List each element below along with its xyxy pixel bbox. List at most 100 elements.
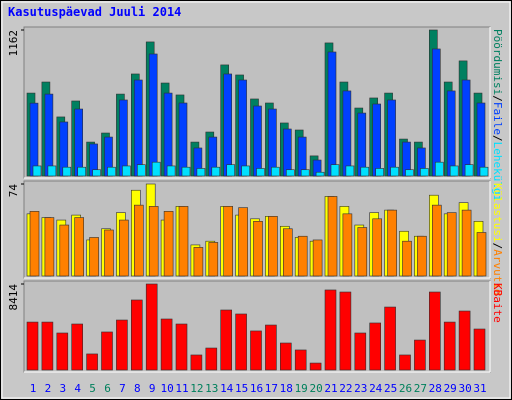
bar — [86, 353, 98, 371]
bar — [151, 161, 161, 177]
bar — [327, 196, 338, 277]
bar — [134, 79, 143, 177]
bar — [428, 291, 441, 371]
bar — [178, 102, 188, 177]
x-tick-label: 30 — [458, 382, 471, 395]
bar — [294, 349, 307, 371]
bar — [74, 108, 83, 177]
bar — [265, 324, 277, 371]
x-tick-label: 10 — [160, 382, 173, 395]
legend-separator: / — [491, 95, 504, 102]
bar — [253, 105, 262, 177]
bar — [131, 299, 143, 371]
bar — [476, 232, 487, 277]
bar — [414, 339, 426, 371]
bar — [271, 166, 280, 177]
bar — [47, 165, 57, 177]
legend-entry: Lehekülgi — [491, 142, 504, 202]
x-tick-label: 7 — [119, 382, 126, 395]
bar — [226, 164, 235, 177]
legend: Külastusi/Arvutid — [491, 183, 504, 296]
x-tick-label: 3 — [59, 382, 66, 395]
bar — [461, 79, 471, 177]
bar — [285, 169, 295, 177]
bar — [282, 228, 293, 277]
bar — [208, 242, 219, 277]
bar — [327, 51, 337, 177]
bar — [369, 322, 382, 371]
bar — [32, 165, 42, 177]
bar — [122, 165, 131, 177]
bar — [282, 128, 292, 177]
bar — [384, 306, 396, 371]
bar — [324, 289, 337, 371]
bar — [476, 102, 486, 177]
bar — [71, 323, 83, 371]
bar — [166, 165, 176, 177]
bar — [59, 224, 70, 277]
bar — [181, 166, 191, 177]
bar — [145, 283, 158, 371]
bar — [193, 247, 204, 277]
bar — [116, 319, 128, 371]
bar — [256, 168, 265, 177]
bar — [205, 347, 218, 371]
bar — [163, 92, 173, 177]
bar — [420, 168, 429, 177]
x-tick-label: 23 — [354, 382, 367, 395]
x-tick-label: 13 — [205, 382, 218, 395]
x-tick-label: 6 — [104, 382, 111, 395]
bar — [74, 217, 84, 277]
x-tick-label: 21 — [324, 382, 337, 395]
bar — [178, 206, 189, 277]
bar — [44, 93, 54, 177]
x-tick-label: 31 — [473, 382, 486, 395]
x-tick-label: 24 — [369, 382, 383, 395]
bar — [92, 169, 101, 177]
bar — [372, 218, 383, 277]
bar — [330, 164, 340, 177]
x-tick-label: 9 — [149, 382, 156, 395]
bar — [315, 171, 325, 177]
bar — [77, 166, 86, 177]
bar — [268, 108, 277, 177]
x-tick-label: 17 — [265, 382, 278, 395]
bar — [223, 206, 233, 277]
bar — [235, 313, 247, 371]
bar — [89, 237, 99, 277]
bar — [279, 342, 292, 371]
bar — [56, 332, 69, 371]
bar — [342, 213, 353, 277]
x-tick-label: 19 — [295, 382, 308, 395]
bar — [104, 229, 114, 277]
bar — [190, 354, 203, 371]
bar — [107, 166, 116, 177]
bar — [134, 204, 144, 277]
legend-entry: Külastusi — [491, 183, 504, 243]
bar — [175, 323, 188, 371]
bar — [101, 331, 113, 371]
bar — [479, 166, 489, 177]
y-tick-label: 74 — [7, 184, 20, 198]
bar — [41, 321, 54, 371]
bar — [163, 211, 174, 277]
bar — [357, 227, 368, 277]
x-tick-label: 22 — [339, 382, 352, 395]
bar — [387, 99, 396, 177]
bar — [446, 90, 456, 177]
bar — [360, 166, 370, 177]
bar — [223, 73, 232, 177]
bar — [354, 332, 367, 371]
bar — [220, 309, 232, 371]
bar — [464, 164, 474, 177]
bar — [375, 168, 385, 177]
chart-title: Kasutuspäevad Juuli 2014 — [8, 5, 181, 19]
bar — [473, 328, 486, 371]
legend-entry: Pöördumisi — [491, 29, 504, 95]
bar — [357, 112, 367, 177]
bar — [399, 354, 411, 371]
bar — [461, 209, 472, 277]
bar — [250, 330, 262, 371]
bar — [434, 161, 444, 177]
